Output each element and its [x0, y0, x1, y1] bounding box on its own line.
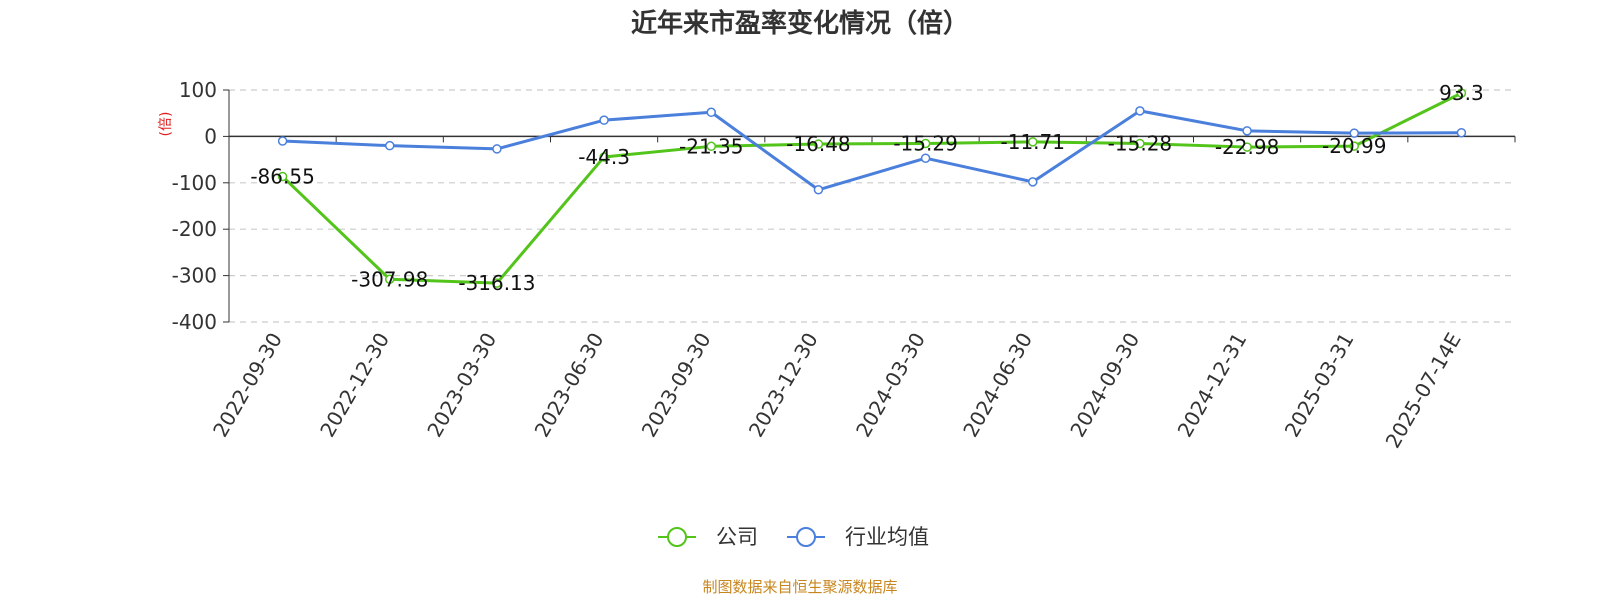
data-point-0[interactable]	[1242, 142, 1252, 152]
y-tick-label: -100	[172, 171, 217, 195]
data-point-0[interactable]	[706, 141, 716, 152]
y-tick-label: -300	[172, 264, 217, 288]
x-tick-label: 2023-03-30	[422, 328, 501, 441]
data-point-1[interactable]	[1135, 106, 1145, 116]
x-tick-label: 2024-03-30	[851, 328, 930, 441]
data-point-1[interactable]	[1349, 128, 1359, 138]
x-tick-label: 2024-12-31	[1173, 329, 1252, 442]
legend-label-company: 公司	[716, 525, 758, 549]
y-tick-label: 0	[204, 124, 217, 148]
data-point-0[interactable]	[1135, 138, 1145, 149]
series-layer	[277, 88, 1467, 288]
legend-item-company[interactable]: 公司	[658, 525, 758, 549]
grid	[229, 89, 1515, 323]
data-label: -86.55	[250, 165, 314, 189]
data-point-1[interactable]	[706, 107, 716, 118]
data-label: 93.3	[1439, 81, 1484, 105]
data-point-0[interactable]	[385, 274, 395, 285]
x-tick-label: 2023-06-30	[530, 329, 609, 442]
data-point-0[interactable]	[1456, 88, 1467, 98]
data-label: -15.28	[1108, 131, 1172, 155]
series-line-0	[281, 91, 1463, 285]
data-point-1[interactable]	[1456, 127, 1467, 138]
data-point-0[interactable]	[492, 278, 502, 288]
data-label: -21.35	[679, 134, 743, 158]
x-tick-label: 2025-07-14E	[1381, 329, 1466, 453]
legend-marker-industry	[796, 527, 816, 547]
legend-label-industry: 行业均值	[845, 525, 929, 549]
data-label: -16.48	[786, 132, 850, 156]
data-label: -316.13	[458, 271, 535, 295]
legend[interactable]: 公司 行业均值	[658, 525, 929, 549]
chart-title: 近年来市盈率变化情况（倍）	[631, 8, 969, 39]
data-label: -307.98	[351, 267, 428, 291]
data-point-1[interactable]	[599, 115, 609, 125]
x-tick-label: 2024-06-30	[958, 329, 1037, 442]
y-tick-label: -200	[172, 217, 217, 241]
data-point-0[interactable]	[813, 139, 824, 149]
data-point-1[interactable]	[920, 153, 931, 163]
data-label: -15.29	[893, 131, 957, 155]
y-tick-label: -400	[172, 310, 217, 334]
x-tick-label: 2024-09-30	[1065, 329, 1144, 442]
x-tick-label: 2022-12-30	[315, 329, 394, 442]
data-labels: -86.55 -307.98 -316.13 -44.3 -21.35 -16.48 -15…	[250, 81, 1483, 295]
data-point-1[interactable]	[492, 144, 502, 154]
x-tick-label: 2022-09-30	[208, 329, 287, 442]
legend-marker-company	[667, 527, 687, 547]
x-tick-label: 2023-09-30	[637, 329, 716, 442]
data-point-1[interactable]	[277, 136, 288, 146]
data-label: -11.71	[1001, 130, 1065, 154]
data-label: -44.3	[578, 145, 630, 169]
data-point-0[interactable]	[920, 138, 931, 149]
data-label: -20.99	[1322, 134, 1386, 158]
series-line-1	[282, 109, 1462, 192]
x-tick-label: 2023-12-30	[744, 329, 823, 442]
data-point-1[interactable]	[1028, 177, 1038, 187]
data-point-1[interactable]	[813, 185, 824, 195]
y-axis-label: (倍)	[158, 112, 174, 137]
data-point-1[interactable]	[1242, 126, 1252, 136]
x-tick-label: 2025-03-31	[1280, 329, 1359, 442]
data-label: -22.98	[1215, 135, 1279, 159]
y-tick-label: 100	[179, 78, 217, 102]
data-point-0[interactable]	[277, 171, 288, 182]
data-point-0[interactable]	[1028, 137, 1038, 147]
data-point-0[interactable]	[1349, 141, 1359, 151]
data-point-0[interactable]	[599, 152, 609, 162]
legend-item-industry[interactable]: 行业均值	[787, 525, 929, 549]
data-point-1[interactable]	[385, 140, 395, 151]
data-source: 制图数据来自恒生聚源数据库	[702, 578, 897, 596]
